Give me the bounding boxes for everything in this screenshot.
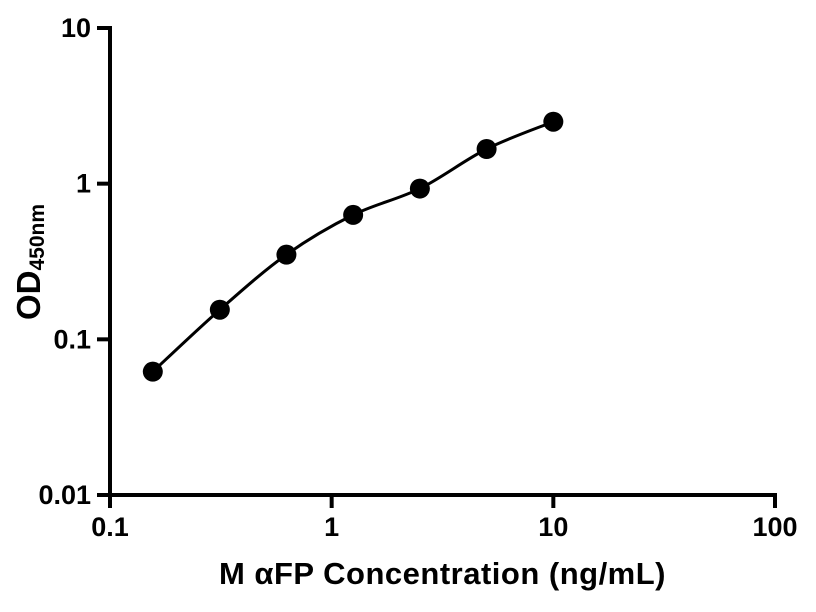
y-axis-title-main: OD <box>10 270 48 321</box>
y-tick-label: 0.01 <box>38 480 91 510</box>
data-point <box>276 244 297 265</box>
fit-curve <box>151 120 554 373</box>
y-axis-title: OD450nm <box>10 204 50 320</box>
data-point <box>543 111 564 132</box>
x-tick-label: 0.1 <box>91 512 129 542</box>
data-point <box>209 299 230 320</box>
data-point <box>476 138 497 159</box>
x-tick-label: 1 <box>324 512 339 542</box>
x-axis-title: M αFP Concentration (ng/mL) <box>218 556 666 591</box>
data-point <box>409 178 430 199</box>
x-tick-label: 10 <box>538 512 568 542</box>
y-axis-title-subscript: 450nm <box>25 203 49 271</box>
y-tick-label: 1 <box>76 169 91 199</box>
data-point <box>142 361 163 382</box>
y-tick-label: 0.1 <box>53 324 91 354</box>
x-tick-label: 100 <box>752 512 797 542</box>
data-point <box>343 204 364 225</box>
y-tick-label: 10 <box>61 13 91 43</box>
